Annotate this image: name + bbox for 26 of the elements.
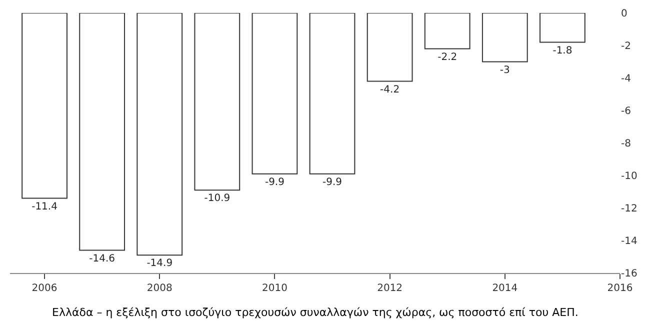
x-tick-label: 2008 bbox=[146, 283, 172, 294]
y-tick-label: -10 bbox=[621, 171, 638, 182]
data-label: -11.4 bbox=[32, 201, 58, 212]
text: Ελλάδα – η εξέλιξη στο ισοζύγιο τρεχουσών συναλλαγών της χώρας, ως ποσοστό επί του ΑΕΠ. bbox=[52, 306, 578, 319]
data-label: -14.6 bbox=[89, 253, 116, 264]
y-tick-label: -6 bbox=[621, 106, 631, 117]
y-tick-label: -4 bbox=[621, 74, 631, 84]
y-tick-label: -14 bbox=[621, 236, 638, 247]
x-tick-label: 2016 bbox=[607, 283, 633, 294]
x-tick-label: 2006 bbox=[32, 283, 58, 294]
y-tick-label: -2 bbox=[621, 41, 631, 52]
y-tick-label: -16 bbox=[621, 268, 638, 280]
data-label: -3 bbox=[500, 64, 510, 76]
data-label: -10.9 bbox=[204, 193, 230, 204]
data-label: -14.9 bbox=[146, 258, 173, 270]
x-tick-label: 2012 bbox=[377, 283, 403, 294]
y-tick-label: -12 bbox=[621, 204, 638, 214]
data-label: -9.9 bbox=[264, 176, 284, 188]
data-label: -2.2 bbox=[438, 52, 458, 63]
x-tick-label: 2010 bbox=[262, 283, 288, 294]
data-label: -4.2 bbox=[380, 84, 400, 96]
data-label: -1.8 bbox=[552, 45, 572, 56]
y-tick-label: -8 bbox=[621, 138, 631, 150]
data-label: -9.9 bbox=[322, 176, 342, 188]
y-tick-label: 0 bbox=[621, 8, 628, 20]
x-tick-label: 2014 bbox=[492, 283, 518, 294]
